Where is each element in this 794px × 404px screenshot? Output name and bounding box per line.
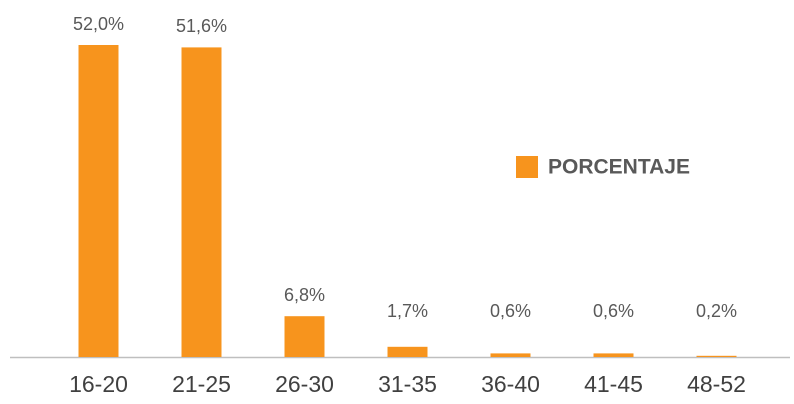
data-label: 51,6%: [176, 16, 227, 36]
data-label: 6,8%: [284, 285, 325, 305]
data-label: 1,7%: [387, 301, 428, 321]
x-tick-label: 41-45: [584, 371, 643, 397]
x-tick-label: 36-40: [481, 371, 540, 397]
data-label: 0,2%: [696, 301, 737, 321]
bar: [490, 353, 531, 357]
data-label: 0,6%: [593, 301, 634, 321]
data-label: 0,6%: [490, 301, 531, 321]
bar: [593, 353, 634, 357]
bar: [78, 45, 119, 357]
x-tick-label: 21-25: [172, 371, 231, 397]
bar: [387, 346, 428, 357]
bar: [696, 355, 737, 357]
bar: [284, 316, 325, 357]
bar: [181, 47, 222, 358]
x-tick-label: 48-52: [687, 371, 746, 397]
legend-label: PORCENTAJE: [548, 156, 690, 179]
data-label: 52,0%: [73, 14, 124, 34]
x-tick-label: 26-30: [275, 371, 334, 397]
x-tick-label: 16-20: [69, 371, 128, 397]
x-tick-label: 31-35: [378, 371, 437, 397]
legend-swatch: [516, 156, 538, 178]
